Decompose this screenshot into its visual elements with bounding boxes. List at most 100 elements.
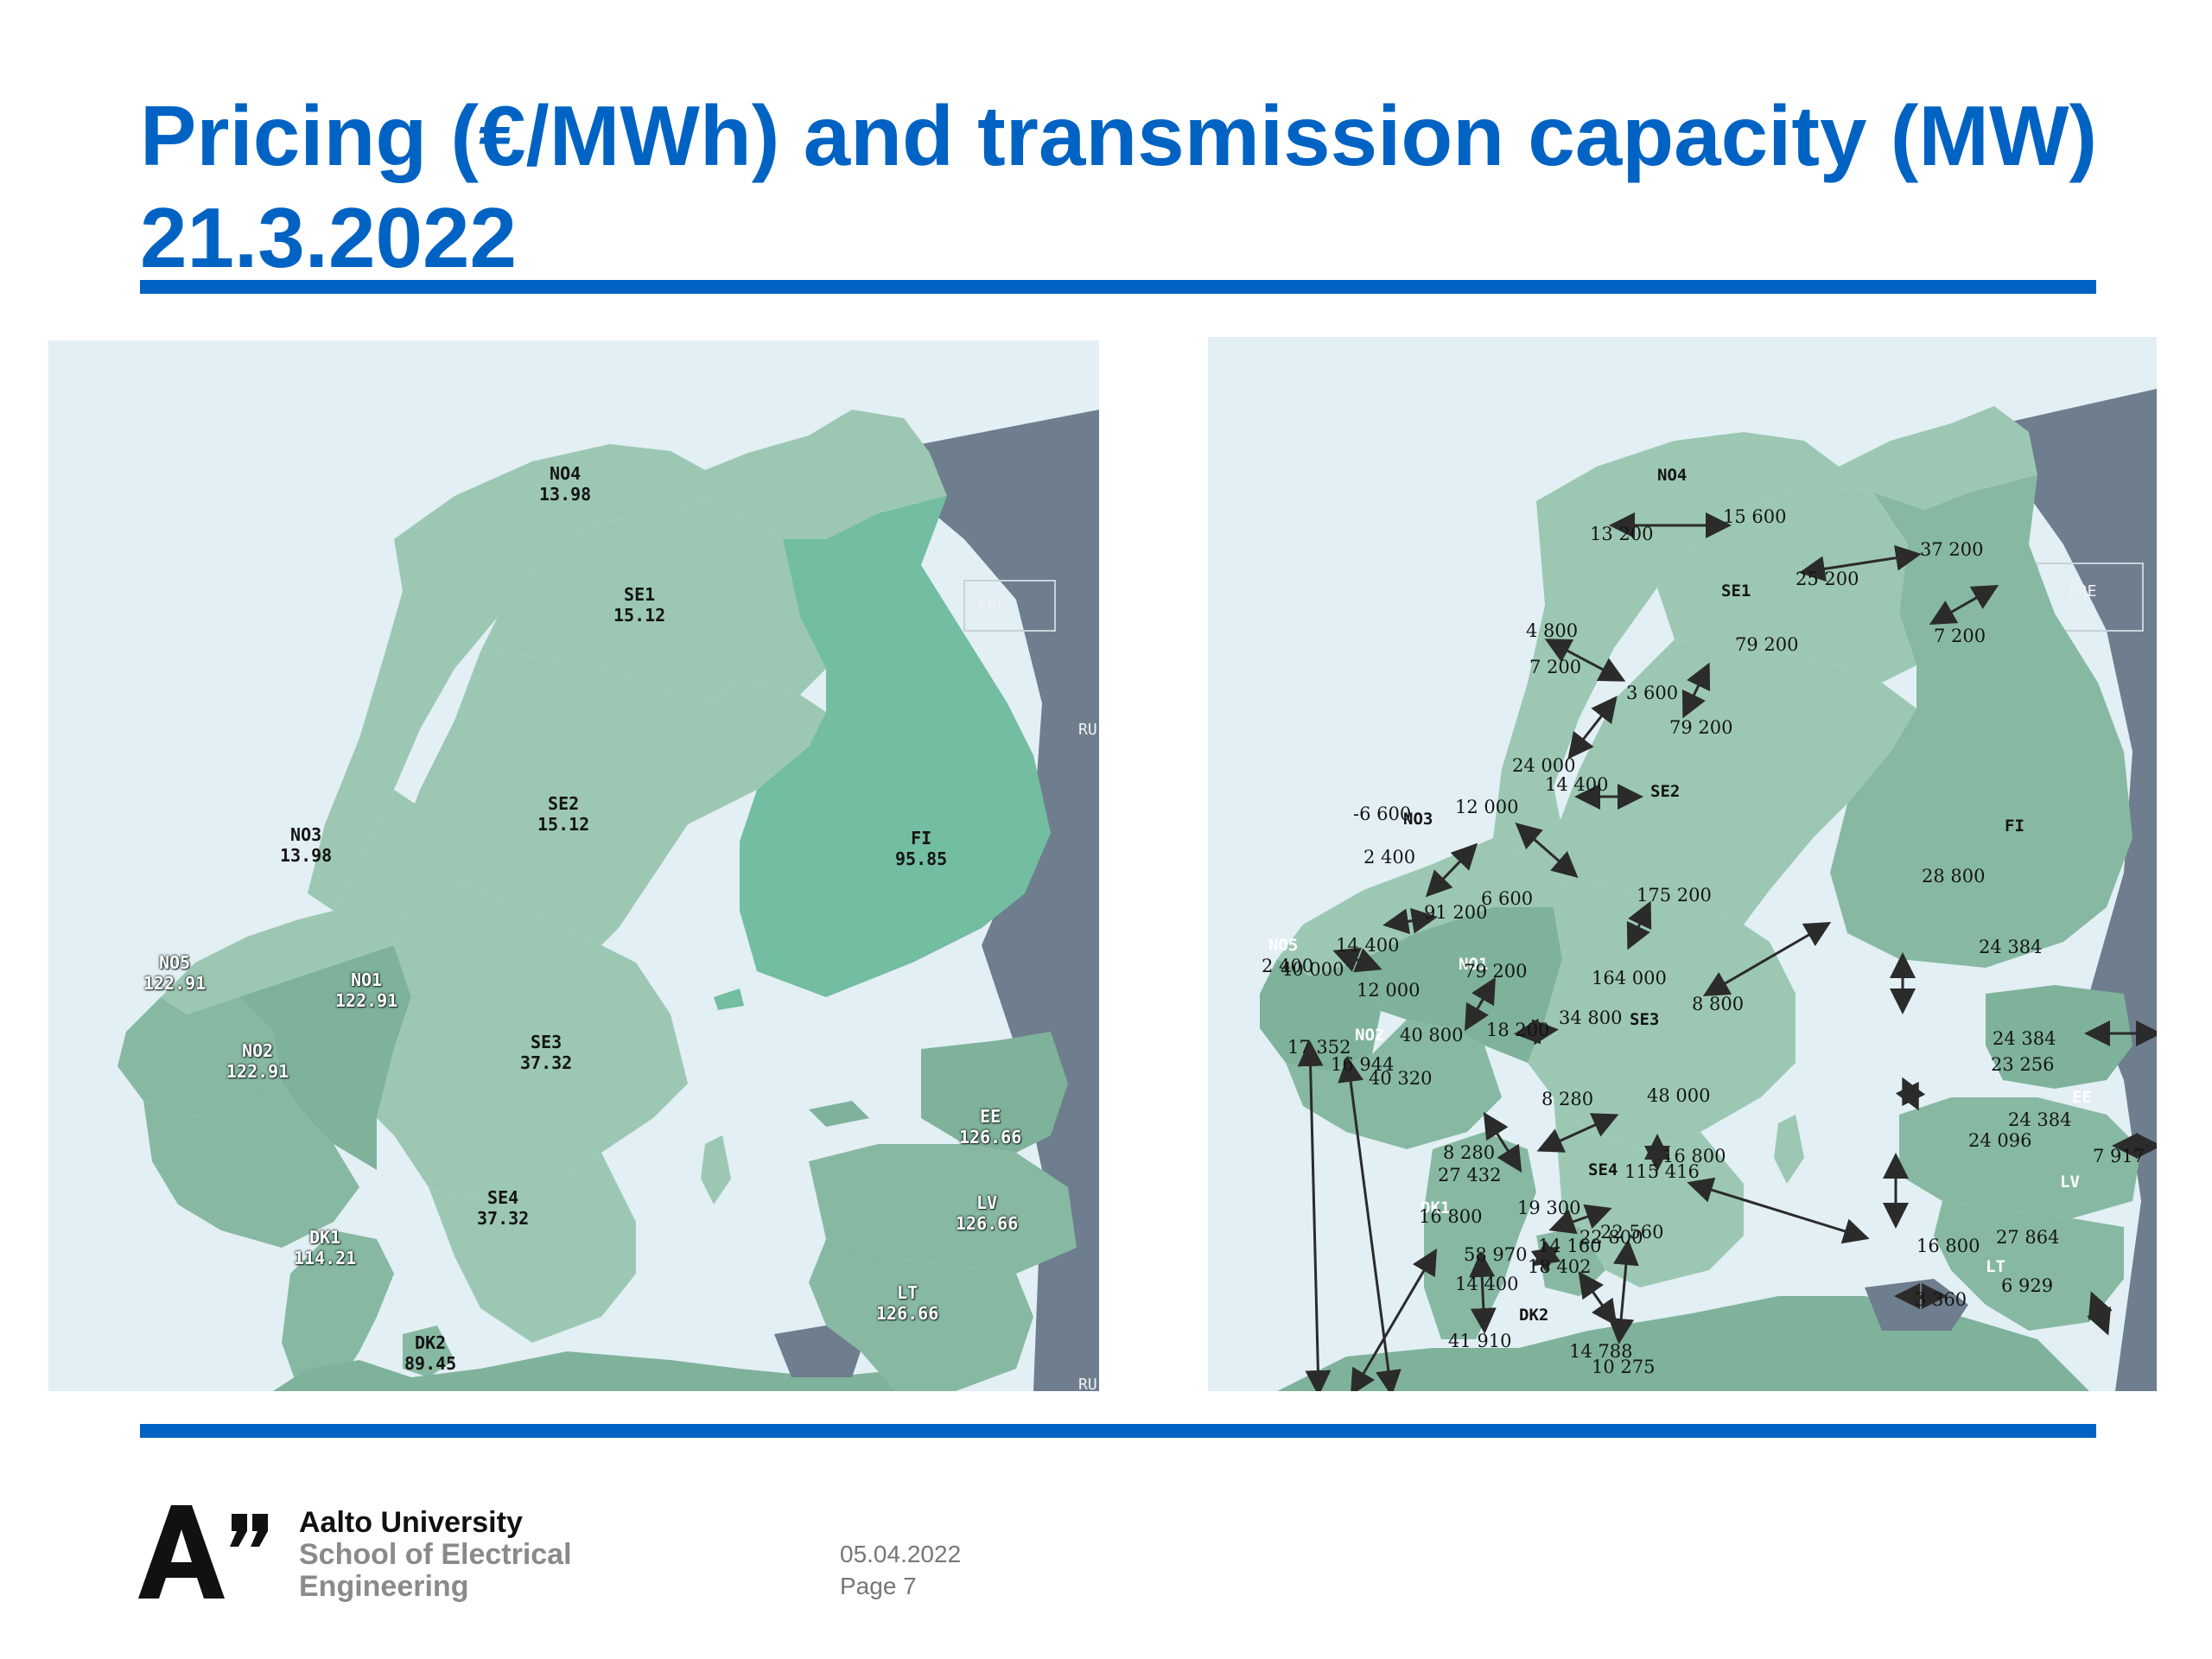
cap-34: 40 320 <box>1369 1068 1433 1089</box>
cap-18: 14 400 <box>1336 935 1400 956</box>
cap-51: 14 160 <box>1538 1236 1602 1256</box>
cap-46: 22 560 <box>1600 1222 1664 1243</box>
cap-20: 2 400 <box>1262 956 1314 976</box>
zone-label-no3: NO3 <box>1403 810 1433 829</box>
price-label-no5: NO5 122.91 <box>143 952 207 994</box>
zone-label-dk2: DK2 <box>1519 1306 1549 1325</box>
cap-1: 15 600 <box>1723 506 1787 527</box>
arrow-se4-pl <box>1608 1239 1639 1344</box>
region-label-ru-1: RU <box>1078 721 1097 739</box>
cap-43: 16 800 <box>1662 1146 1726 1166</box>
zone-label-se2: SE2 <box>1650 782 1681 801</box>
russia-shape <box>2003 389 2157 1391</box>
cap-26: 8 800 <box>1692 994 1745 1014</box>
arrow-se2-se3 <box>1626 900 1652 950</box>
zone-no1 <box>238 945 411 1170</box>
footer-meta: 05.04.2022 Page 7 <box>840 1538 961 1602</box>
cap-53: 14 400 <box>1455 1274 1519 1294</box>
cap-16: 175 200 <box>1637 885 1712 906</box>
cap-25: 12 000 <box>1357 980 1421 1001</box>
zone-fi <box>671 451 1051 997</box>
south-land <box>273 1351 956 1391</box>
zone-lv <box>809 1144 1077 1274</box>
arrow-se4-lt <box>1687 1177 1870 1244</box>
cap-47: 22 800 <box>1580 1227 1643 1248</box>
arrow-se1-fi-north <box>1799 544 1922 582</box>
arrow-no4-se1-mid <box>1544 639 1626 682</box>
zone-lv <box>1899 1097 2141 1218</box>
zone-no3 <box>1277 786 1571 976</box>
cap-23: 164 000 <box>1592 968 1667 988</box>
capacity-map: NO4 SE1 FRE SE2 FI NO3 NO5 NO1 NO2 SE3 E… <box>1208 337 2157 1391</box>
zone-se3 <box>377 876 688 1205</box>
capacity-map-shapes <box>1260 389 2157 1391</box>
cap-24: 24 384 <box>1979 937 2043 957</box>
slide-title: Pricing (€/MWh) and transmission capacit… <box>140 85 2127 289</box>
cap-10: 24 000 <box>1512 755 1576 776</box>
kaliningrad <box>774 1325 861 1377</box>
cap-9: 79 200 <box>1669 717 1733 738</box>
price-label-fi: FI 95.85 <box>895 828 948 869</box>
cap-56: 41 910 <box>1448 1331 1512 1351</box>
zone-label-fre: FRE <box>2069 582 2097 601</box>
price-map-shapes <box>118 410 1099 1391</box>
university-name-block: Aalto University School of Electrical En… <box>299 1507 572 1603</box>
arrow-no3-no5 <box>1425 842 1478 898</box>
price-label-lv: LV 126.66 <box>956 1192 1019 1234</box>
cap-57: 14 788 <box>1569 1341 1633 1362</box>
cap-13: -6 600 <box>1353 804 1412 824</box>
cap-54: 6 929 <box>2001 1275 2054 1296</box>
price-label-se2: SE2 15.12 <box>537 793 590 835</box>
cap-0: 13 200 <box>1590 524 1654 544</box>
zone-no5 <box>118 997 282 1118</box>
arrow-se1-fi-mid <box>1681 662 1711 719</box>
price-map: NO4 13.98 SE1 15.12 SE2 15.12 NO3 13.98 FI 95… <box>48 340 1099 1391</box>
cap-4: 4 800 <box>1526 620 1579 641</box>
arrow-ee-lv <box>1895 1077 1926 1111</box>
gotland <box>701 1135 731 1205</box>
cap-17: 28 800 <box>1922 866 1986 887</box>
zone-label-no1: NO1 <box>1459 955 1489 974</box>
cap-58: 10 275 <box>1592 1357 1656 1377</box>
school-name-line1: School of Electrical <box>299 1538 572 1571</box>
cap-3: 37 200 <box>1920 539 1984 560</box>
university-name: Aalto University <box>299 1506 523 1539</box>
cap-32: 17 352 <box>1287 1037 1351 1058</box>
arrow-se3-fi <box>1702 921 1832 997</box>
cap-49: 16 800 <box>1916 1236 1980 1256</box>
title-divider <box>140 280 2096 294</box>
arrow-dk2-south <box>1578 1271 1618 1326</box>
cap-7: 3 600 <box>1626 683 1679 703</box>
cap-22: 79 200 <box>1464 961 1528 982</box>
zone-dk2 <box>403 1325 454 1377</box>
cap-2: 25 200 <box>1796 569 1859 589</box>
price-label-se4: SE4 37.32 <box>477 1187 530 1229</box>
arrow-fi-ru <box>1929 585 1999 625</box>
cap-8: 7 200 <box>1934 626 1986 646</box>
cap-15: 6 600 <box>1481 888 1534 909</box>
zone-ee <box>1986 985 2133 1089</box>
zone-label-no5: NO5 <box>1268 936 1299 955</box>
price-label-lt: LT 126.66 <box>876 1282 939 1324</box>
zone-se1 <box>480 496 826 703</box>
arrow-no2-nl <box>1297 1040 1332 1391</box>
zone-no1 <box>1363 907 1562 1063</box>
arrow-no5-no1 <box>1332 947 1382 973</box>
cap-14: 2 400 <box>1363 847 1416 868</box>
saaremaa <box>809 1101 869 1127</box>
cap-44: 16 800 <box>1419 1206 1483 1227</box>
cap-30: 24 384 <box>1993 1028 2056 1049</box>
cap-27: 34 800 <box>1559 1007 1623 1028</box>
price-label-se1: SE1 15.12 <box>613 584 666 626</box>
cap-31: 23 256 <box>1991 1054 2055 1075</box>
price-label-ee: EE 126.66 <box>959 1106 1022 1147</box>
aland <box>714 988 744 1010</box>
cap-41: 27 432 <box>1438 1165 1502 1185</box>
zone-no5 <box>1260 959 1381 1071</box>
cap-48: 27 864 <box>1996 1227 2060 1248</box>
arrow-no2-dk1 <box>1483 1111 1522 1173</box>
price-label-dk1: DK1 114.21 <box>294 1227 357 1268</box>
footer-divider <box>140 1424 2096 1438</box>
zone-dk1 <box>1424 1132 1536 1339</box>
cap-12: 12 000 <box>1455 797 1519 817</box>
